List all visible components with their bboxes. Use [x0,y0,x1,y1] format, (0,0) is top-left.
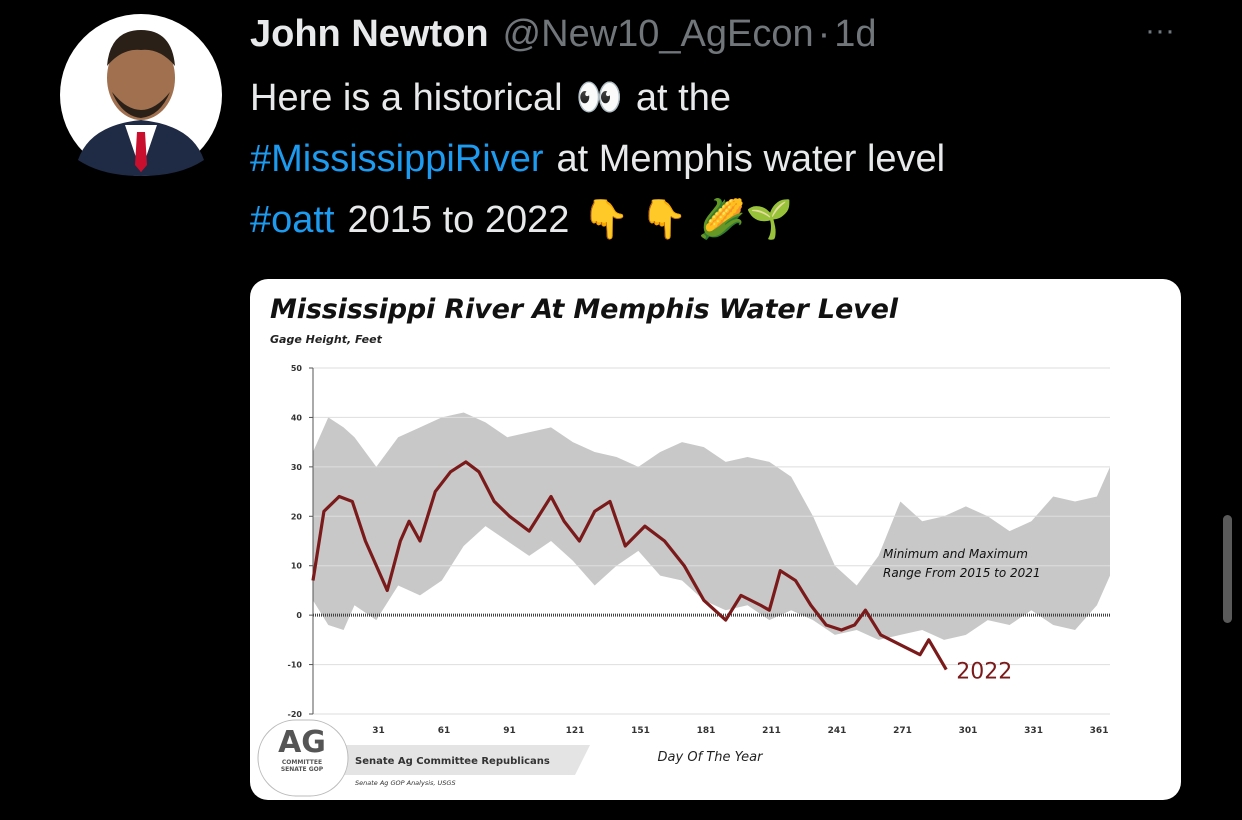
tweet-text: at the [636,77,731,119]
x-tick-label: 121 [566,726,585,736]
x-tick-label: 361 [1090,726,1109,736]
logo-subtext: SENATE GOP [281,766,324,773]
tweet-text: at Memphis water level [557,138,946,180]
x-axis-label: Day Of The Year [658,750,765,765]
timestamp[interactable]: 1d [834,13,876,55]
avatar-hair [107,30,175,66]
x-tick-label: 61 [438,726,451,736]
avatar-face [107,36,175,120]
x-tick-label: 241 [828,726,847,736]
tweet-text: 2015 to 2022 [348,199,570,241]
x-tick-label: 91 [503,726,516,736]
logo-mark: AG [278,725,326,760]
y-tick-label: -10 [288,661,303,670]
y-tick-label: 40 [291,413,303,422]
x-tick-label: 301 [959,726,978,736]
y-tick-label: 0 [296,611,302,620]
separator: · [818,13,831,55]
logo-badge [257,719,349,797]
y-tick-label: -20 [288,710,303,719]
annotation: Range From 2015 to 2021 [883,566,1041,580]
scrollbar[interactable] [1223,515,1232,623]
annotation: Minimum and Maximum [883,547,1028,561]
author-name[interactable]: John Newton [250,13,489,55]
x-tick-label: 271 [893,726,912,736]
y-tick-label: 30 [291,463,303,472]
hashtag-link[interactable]: #oatt [250,199,335,241]
data-line [311,460,948,671]
y-tick-label: 50 [291,364,303,373]
avatar[interactable] [60,14,222,176]
tweet-text: 👇 👇 🌽🌱 [582,196,792,242]
x-tick-label: 211 [762,726,781,736]
more-button[interactable]: ··· [1145,14,1175,47]
avatar-tie [135,132,147,172]
x-tick-label: 31 [372,726,385,736]
tweet-text: Here is a historical [250,77,563,119]
y-tick-label: 10 [291,562,303,571]
y-axis-label: Gage Height, Feet [270,333,383,346]
y-tick-label: 20 [291,512,303,521]
source-text: Senate Ag GOP Analysis, USGS [355,779,456,787]
logo-subtext: COMMITTEE [282,759,322,766]
range-band [313,412,1110,640]
handle[interactable]: @New10_AgEcon [503,13,814,55]
tweet-text: 👀 [576,77,623,119]
avatar-beard [112,92,170,118]
x-tick-label: 151 [631,726,650,736]
chart-title: Mississippi River At Memphis Water Level [270,294,899,325]
hashtag-link[interactable]: #MississippiRiver [250,138,544,180]
x-tick-label: 331 [1024,726,1043,736]
footer-text: Senate Ag Committee Republicans [355,756,550,767]
series-label: 2022 [956,660,1012,685]
x-tick-label: 181 [697,726,716,736]
